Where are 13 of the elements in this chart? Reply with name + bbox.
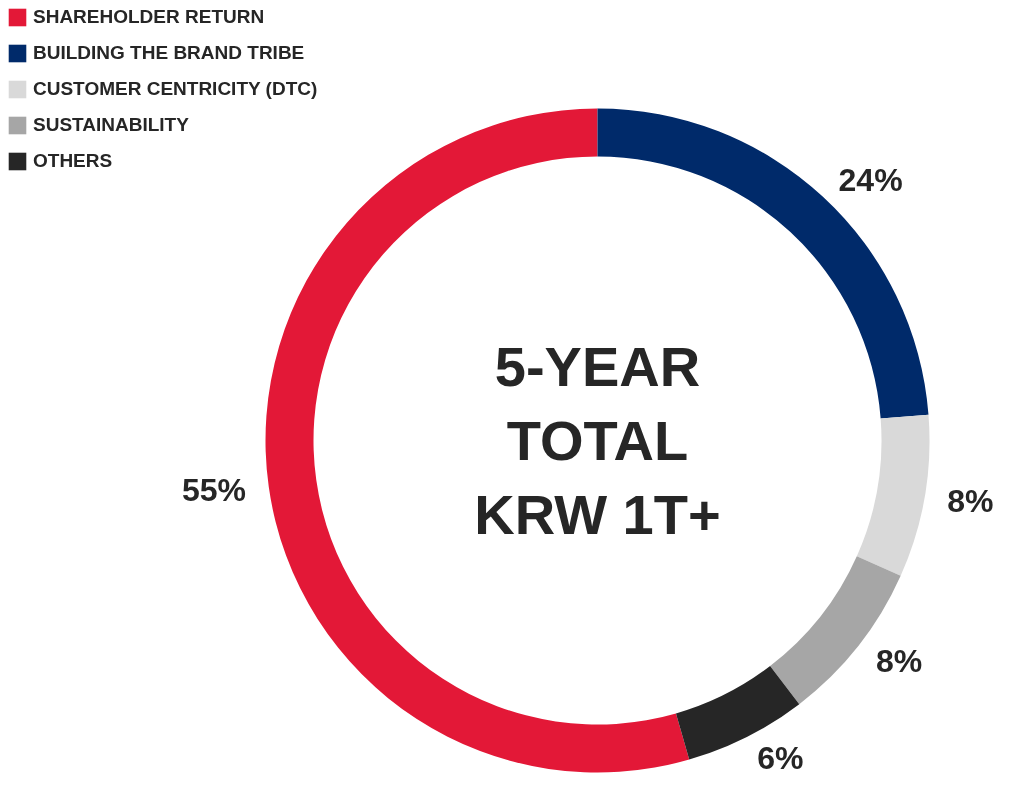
text: 5-YEAR — [494, 335, 701, 398]
data-label: 8% — [947, 482, 994, 519]
data-label: 8% — [876, 642, 923, 679]
data-label: 6% — [757, 739, 804, 776]
legend-label: SUSTAINABILITY — [33, 114, 189, 136]
legend-label: CUSTOMER CENTRICITY (DTC) — [33, 78, 318, 100]
legend-label: SHAREHOLDER RETURN — [33, 6, 265, 28]
data-label: 55% — [181, 472, 246, 509]
legend-label: BUILDING THE BRAND TRIBE — [33, 42, 305, 64]
text: KRW 1T+ — [474, 483, 721, 546]
text: TOTAL — [506, 409, 689, 472]
legend-label: OTHERS — [33, 150, 113, 172]
data-label: 24% — [838, 161, 903, 198]
